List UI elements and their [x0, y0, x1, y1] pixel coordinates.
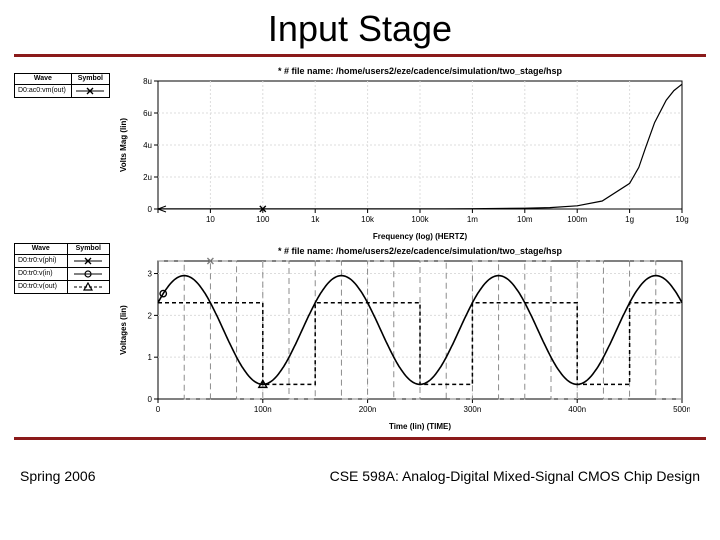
legend-row-symbol: [67, 280, 109, 293]
legend-header: Wave: [15, 74, 72, 85]
svg-text:Voltages (lin): Voltages (lin): [119, 305, 128, 355]
svg-text:2u: 2u: [143, 173, 152, 182]
svg-text:100k: 100k: [411, 215, 429, 224]
svg-text:4u: 4u: [143, 141, 152, 150]
page-title: Input Stage: [14, 8, 706, 50]
svg-text:200n: 200n: [359, 405, 377, 414]
legend-row-label: D0:ac0:vm(out): [15, 84, 72, 97]
svg-text:400n: 400n: [568, 405, 586, 414]
svg-text:1k: 1k: [311, 215, 320, 224]
legend-top: WaveSymbolD0:ac0:vm(out): [14, 73, 110, 98]
svg-text:0: 0: [148, 395, 153, 404]
svg-text:Time (lin) (TIME): Time (lin) (TIME): [389, 422, 451, 431]
svg-text:* # file name: /home/users2/ez: * # file name: /home/users2/eze/cadence/…: [278, 66, 563, 76]
svg-text:0: 0: [156, 405, 161, 414]
svg-text:Volts Mag (lin): Volts Mag (lin): [119, 118, 128, 172]
svg-text:10: 10: [206, 215, 215, 224]
svg-text:8u: 8u: [143, 77, 152, 86]
svg-text:100: 100: [256, 215, 270, 224]
svg-text:1g: 1g: [625, 215, 634, 224]
legend-row-label: D0:tr0:v(in): [15, 267, 68, 280]
rule-top: [14, 54, 706, 57]
svg-text:500n: 500n: [673, 405, 690, 414]
legend-header: Wave: [15, 244, 68, 255]
svg-text:300n: 300n: [464, 405, 482, 414]
svg-text:6u: 6u: [143, 109, 152, 118]
svg-text:Frequency (log) (HERTZ): Frequency (log) (HERTZ): [373, 232, 468, 241]
svg-text:10g: 10g: [675, 215, 688, 224]
svg-text:1: 1: [148, 353, 153, 362]
legend-row-label: D0:tr0:v(phi): [15, 254, 68, 267]
legend-row-label: D0:tr0:v(out): [15, 280, 68, 293]
svg-text:10m: 10m: [517, 215, 533, 224]
legend-row-symbol: [67, 267, 109, 280]
chart-top: * # file name: /home/users2/eze/cadence/…: [114, 63, 706, 243]
legend-row-symbol: [71, 84, 109, 97]
svg-text:0: 0: [148, 205, 153, 214]
chart-bottom: * # file name: /home/users2/eze/cadence/…: [114, 243, 706, 433]
svg-text:3: 3: [148, 270, 153, 279]
svg-text:100n: 100n: [254, 405, 272, 414]
footer-left: Spring 2006: [20, 468, 96, 484]
footer-right: CSE 598A: Analog-Digital Mixed-Signal CM…: [330, 468, 700, 484]
svg-text:10k: 10k: [361, 215, 375, 224]
svg-text:100m: 100m: [567, 215, 587, 224]
legend-bottom: WaveSymbolD0:tr0:v(phi)D0:tr0:v(in)D0:tr…: [14, 243, 110, 294]
legend-header: Symbol: [67, 244, 109, 255]
svg-text:1m: 1m: [467, 215, 478, 224]
svg-text:2: 2: [148, 311, 153, 320]
legend-header: Symbol: [71, 74, 109, 85]
svg-text:* # file name: /home/users2/ez: * # file name: /home/users2/eze/cadence/…: [278, 246, 563, 256]
legend-row-symbol: [67, 254, 109, 267]
